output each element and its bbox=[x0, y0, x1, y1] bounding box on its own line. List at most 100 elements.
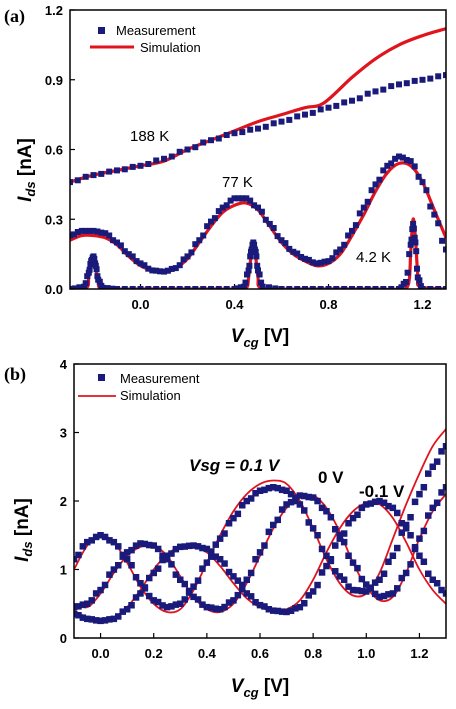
measurement-point bbox=[129, 286, 136, 289]
measurement-point bbox=[215, 135, 222, 142]
measurement-point bbox=[79, 614, 87, 621]
measurement-point bbox=[364, 90, 371, 97]
measurement-point bbox=[177, 543, 184, 551]
measurement-point bbox=[86, 266, 93, 273]
measurement-point bbox=[407, 532, 414, 539]
measurement-point bbox=[287, 490, 295, 498]
measurement-point bbox=[388, 286, 395, 289]
measurement-point bbox=[70, 179, 73, 186]
panel-a: (a) 0.0 0.4 0.8 1.2 0.0 0.3 0.6 0.9 1.2 Measure… bbox=[4, 3, 447, 350]
measurement-point bbox=[270, 225, 277, 231]
measurement-point bbox=[221, 530, 228, 537]
measurement-point bbox=[380, 570, 388, 577]
measurement-point bbox=[163, 603, 171, 611]
measurement-point bbox=[146, 592, 153, 600]
measurement-point bbox=[161, 268, 167, 275]
measurement-point bbox=[204, 223, 211, 230]
measurement-point bbox=[181, 580, 188, 588]
measurement-point bbox=[394, 509, 401, 517]
x-tick-label: 0.4 bbox=[225, 297, 244, 312]
measurement-point bbox=[235, 195, 242, 202]
measurement-point bbox=[262, 123, 269, 130]
measurement-point bbox=[261, 542, 268, 549]
annotation-188k: 188 K bbox=[130, 128, 169, 145]
measurement-point bbox=[94, 228, 101, 235]
measurement-point bbox=[443, 72, 446, 79]
measurement-point bbox=[110, 538, 118, 546]
measurement-point bbox=[389, 504, 397, 512]
measurement-point bbox=[251, 241, 258, 248]
measurement-point bbox=[364, 286, 371, 289]
measurement-point bbox=[128, 546, 135, 554]
measurement-point bbox=[298, 254, 305, 260]
measurement-point bbox=[119, 608, 126, 615]
measurement-point bbox=[274, 484, 281, 492]
measurement-point bbox=[416, 490, 423, 498]
measurement-point bbox=[199, 544, 206, 552]
measurement-point bbox=[363, 588, 370, 595]
x-tick-label: 1.2 bbox=[413, 297, 431, 312]
measurement-point bbox=[427, 286, 434, 289]
measurement-point bbox=[203, 603, 211, 611]
measurement-point bbox=[380, 499, 388, 506]
measurement-point bbox=[145, 286, 152, 289]
panel-b-axes bbox=[74, 363, 421, 639]
measurement-point bbox=[97, 586, 104, 594]
x-tick-label: 0.2 bbox=[145, 646, 163, 661]
measurement-point bbox=[243, 590, 250, 597]
annotation-77k: 77 K bbox=[222, 174, 253, 191]
measurement-point bbox=[314, 581, 321, 589]
measurement-point bbox=[309, 525, 317, 532]
measurement-point bbox=[194, 543, 202, 550]
measurement-point bbox=[411, 77, 418, 84]
measurement-point bbox=[266, 284, 272, 289]
measurement-point bbox=[92, 590, 100, 597]
measurement-point bbox=[376, 176, 383, 183]
measurement-point bbox=[411, 234, 418, 241]
measurement-point bbox=[110, 566, 118, 573]
x-tick-label: 0.6 bbox=[251, 646, 269, 661]
measurement-point bbox=[286, 245, 293, 252]
measurement-point bbox=[318, 545, 326, 553]
measurement-point bbox=[84, 615, 91, 623]
measurement-point bbox=[92, 262, 99, 269]
measurement-point bbox=[411, 163, 418, 170]
measurement-point bbox=[153, 286, 160, 289]
measurement-point bbox=[399, 154, 406, 161]
measurement-point bbox=[252, 599, 259, 606]
measurement-point bbox=[114, 239, 120, 246]
x-tick-label: 0.0 bbox=[131, 297, 149, 312]
measurement-point bbox=[154, 598, 162, 606]
measurement-point bbox=[296, 492, 304, 499]
measurement-point bbox=[153, 157, 160, 164]
measurement-point bbox=[211, 215, 218, 222]
measurement-point bbox=[121, 166, 128, 173]
measurement-point bbox=[203, 559, 211, 566]
measurement-point bbox=[98, 229, 105, 236]
measurement-point bbox=[301, 507, 308, 514]
measurement-point bbox=[416, 277, 423, 284]
measurement-point bbox=[358, 587, 366, 595]
measurement-point bbox=[318, 504, 326, 512]
measurement-point bbox=[247, 495, 255, 502]
measurement-point bbox=[177, 576, 184, 583]
measurement-point bbox=[150, 597, 157, 604]
measurement-point bbox=[239, 502, 246, 509]
measurement-point bbox=[71, 285, 78, 289]
measurement-point bbox=[398, 574, 405, 582]
measurement-point bbox=[345, 232, 352, 239]
simulation-line-188-k bbox=[70, 27, 446, 184]
measurement-point bbox=[270, 607, 277, 614]
measurement-point bbox=[398, 529, 405, 536]
measurement-point bbox=[372, 181, 379, 188]
x-tick-label: 0.0 bbox=[92, 646, 110, 661]
measurement-point bbox=[423, 187, 430, 194]
measurement-point bbox=[248, 246, 255, 253]
measurement-point bbox=[333, 286, 340, 289]
measurement-point bbox=[137, 162, 144, 169]
measurement-point bbox=[292, 605, 299, 612]
y-tick-label: 0.6 bbox=[45, 143, 63, 158]
measurement-point bbox=[305, 493, 312, 501]
measurement-point bbox=[364, 198, 371, 205]
measurement-point bbox=[225, 568, 233, 576]
